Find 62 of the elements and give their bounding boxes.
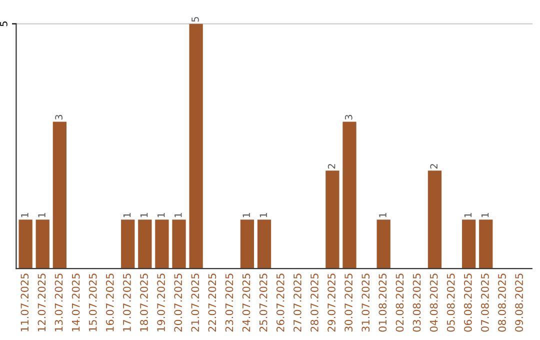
x-tick-label: 17.07.2025 [123,274,131,332]
x-tick-label: 07.08.2025 [481,274,489,332]
x-tick-label: 23.07.2025 [225,274,234,332]
x-tick-label: 27.07.2025 [293,274,302,332]
bar [138,220,152,269]
data-label: 1 [260,212,267,218]
x-tick-label: 08.08.2025 [498,274,506,332]
data-label: 1 [464,212,472,218]
x-tick-label: 16.07.2025 [106,274,114,332]
data-label: 1 [481,212,489,218]
x-tick-label: 02.08.2025 [396,274,404,332]
x-tick-label: 30.07.2025 [344,274,353,332]
x-tick-label: 12.07.2025 [38,274,46,332]
data-label: 1 [379,212,386,218]
bar [462,220,476,269]
data-label: 1 [174,212,182,218]
data-label: 1 [140,212,148,218]
x-tick-label: 14.07.2025 [72,274,80,332]
x-tick-label: 20.07.2025 [174,274,182,332]
x-tick-label: 28.07.2025 [310,274,318,332]
x-tick-label: 06.08.2025 [464,274,472,332]
bar [18,220,32,269]
x-tick-label: 01.08.2025 [378,274,387,332]
bar [257,220,272,269]
data-label: 3 [344,114,352,120]
data-label: 1 [21,212,28,218]
data-label: 2 [328,164,336,169]
x-tick-label: 05.08.2025 [446,274,455,332]
data-label: 5 [192,17,199,22]
data-label: 1 [242,212,250,218]
x-tick-label: 09.08.2025 [515,274,523,332]
bar [121,220,135,269]
bar [428,170,442,269]
x-tick-label: 22.07.2025 [208,274,216,332]
data-label: 1 [123,212,131,218]
x-tick-label: 13.07.2025 [54,274,63,332]
bar [240,220,254,269]
bar [36,220,50,269]
x-tick-label: 29.07.2025 [328,274,336,332]
x-tick-label: 03.08.2025 [412,274,421,332]
bar [155,220,169,269]
bar [172,220,186,269]
data-label: 2 [430,164,438,169]
data-label: 3 [55,114,62,120]
x-tick-label: 21.07.2025 [191,274,200,332]
x-tick-label: 26.07.2025 [276,274,284,332]
x-tick-label: 24.07.2025 [242,274,250,332]
data-label: 1 [38,212,46,218]
bar [479,220,493,269]
x-tick-label: 15.07.2025 [88,274,97,332]
x-tick-label: 25.07.2025 [259,274,268,332]
x-tick-label: 04.08.2025 [430,274,438,332]
bar [342,122,356,269]
x-tick-label: 11.07.2025 [20,274,29,332]
bar [52,122,66,269]
x-tick-label: 18.07.2025 [140,274,148,332]
bar [189,24,203,269]
bar [326,170,340,269]
x-tick-label: 19.07.2025 [157,274,165,332]
bar [376,220,390,269]
x-tick-label: 31.07.2025 [362,274,370,332]
data-label: 1 [158,212,165,218]
